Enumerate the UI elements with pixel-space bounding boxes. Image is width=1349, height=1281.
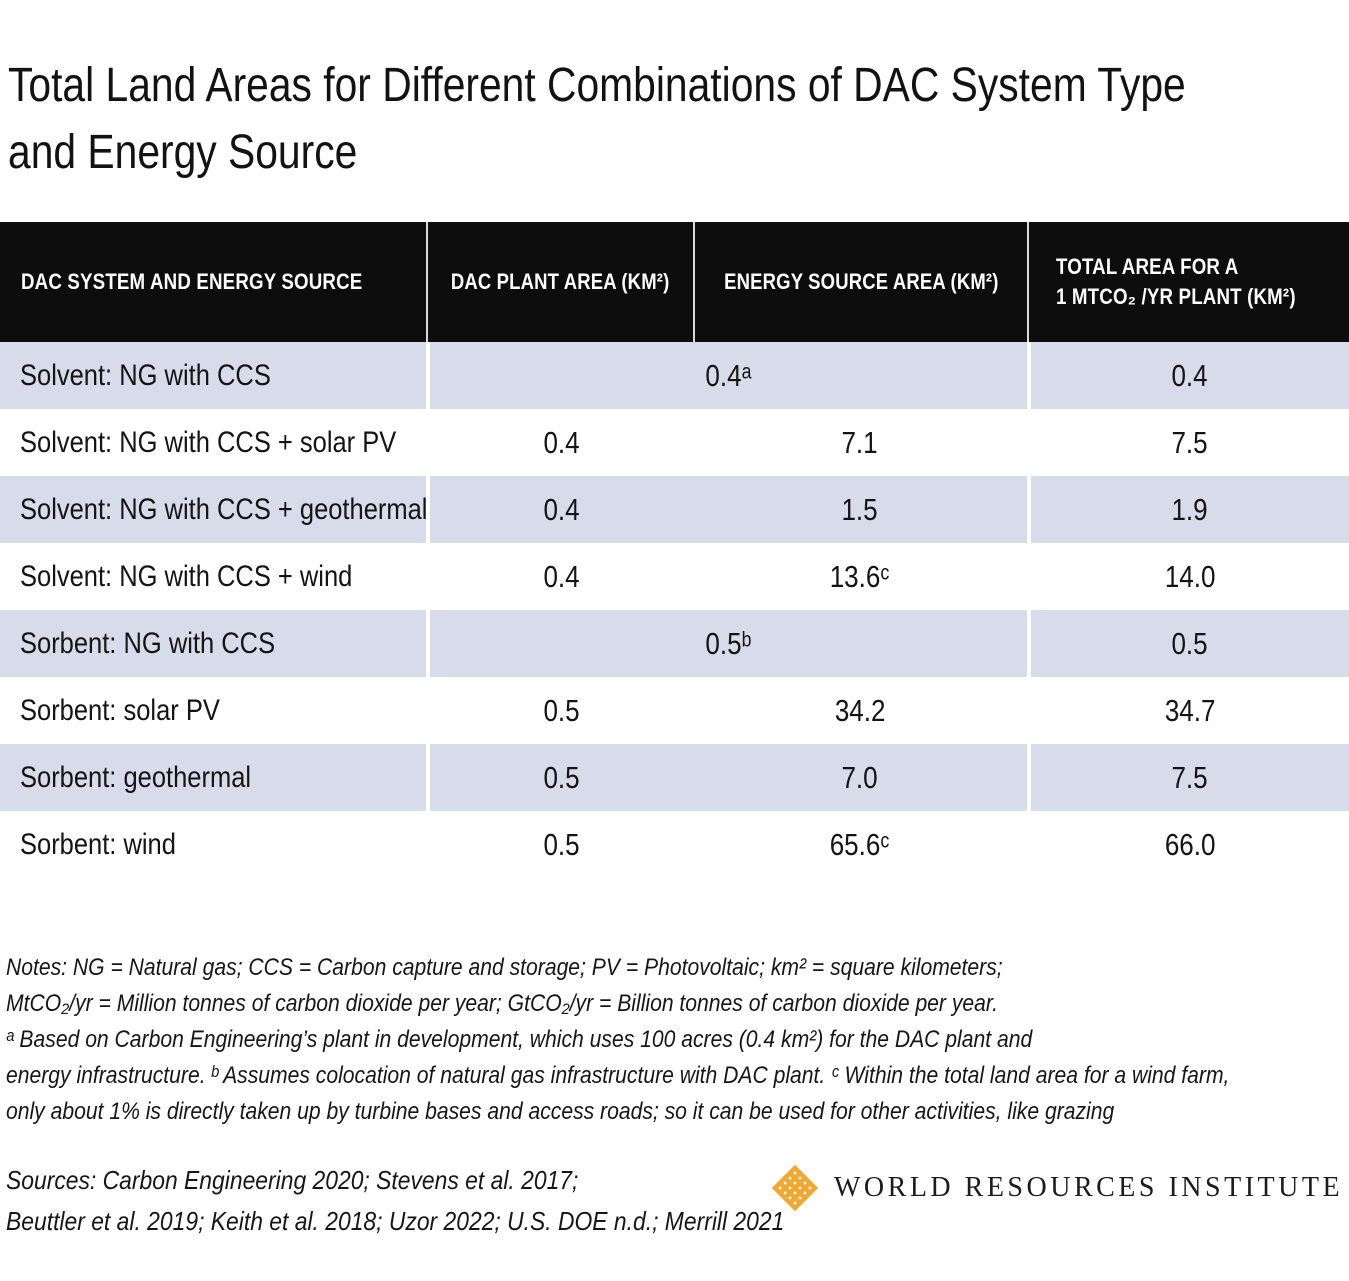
notes-line: Notes: NG = Natural gas; CCS = Carbon ca… xyxy=(6,954,1003,981)
wri-weave-icon xyxy=(771,1164,819,1212)
total-area-cell: 34.7 xyxy=(1027,677,1349,744)
energy-source-area-cell: 7.1 xyxy=(841,424,879,460)
dac-plant-area-cell: 0.4 xyxy=(426,409,693,476)
sources-line: Beuttler et al. 2019; Keith et al. 2018;… xyxy=(6,1206,785,1236)
table-row-solvent-ng-ccs-geothermal: Solvent: NG with CCS + geothermal 0.4 1.… xyxy=(0,476,1349,543)
total-area-cell: 66.0 xyxy=(1027,811,1349,878)
notes-block: Notes: NG = Natural gas; CCS = Carbon ca… xyxy=(6,950,1349,1130)
notes-line: MtCO₂/yr = Million tonnes of carbon diox… xyxy=(6,990,999,1017)
notes-line: energy infrastructure. ᵇ Assumes colocat… xyxy=(6,1062,1230,1089)
dac-plant-area-cell: 0.5 xyxy=(426,677,693,744)
energy-source-area-cell: 1.5 xyxy=(841,491,879,527)
table-header-row: DAC SYSTEM AND ENERGY SOURCE DAC PLANT A… xyxy=(0,222,1349,342)
merged-plant-energy-area-cell: 0.4ᵃ xyxy=(426,342,1027,409)
wri-logo: WORLD RESOURCES INSTITUTE xyxy=(770,1163,1343,1213)
row-label: Solvent: NG with CCS + geothermal xyxy=(20,492,428,526)
table-row-solvent-ng-ccs-wind: Solvent: NG with CCS + wind 0.4 13.6ᶜ 14… xyxy=(0,543,1349,610)
wri-logo-text: WORLD RESOURCES INSTITUTE xyxy=(834,1172,1344,1203)
energy-source-area-cell: 13.6ᶜ xyxy=(830,558,890,594)
column-header-total-area-line1: TOTAL AREA FOR A xyxy=(1056,254,1239,279)
column-header-total-area: TOTAL AREA FOR A 1 MTCO₂ /YR PLANT (KM²) xyxy=(1027,222,1349,342)
merged-plant-energy-area-cell: 0.5ᵇ xyxy=(426,610,1027,677)
total-area-cell: 14.0 xyxy=(1027,543,1349,610)
table-row-solvent-ng-ccs-solar-pv: Solvent: NG with CCS + solar PV 0.4 7.1 … xyxy=(0,409,1349,476)
dac-land-area-table: DAC SYSTEM AND ENERGY SOURCE DAC PLANT A… xyxy=(0,222,1349,878)
sources-block: Sources: Carbon Engineering 2020; Steven… xyxy=(6,1160,890,1242)
column-header-dac-system-and-energy-source: DAC SYSTEM AND ENERGY SOURCE xyxy=(21,269,363,294)
table-row-sorbent-solar-pv: Sorbent: solar PV 0.5 34.2 34.7 xyxy=(0,677,1349,744)
energy-source-area-cell: 34.2 xyxy=(834,692,886,728)
total-area-cell: 0.4 xyxy=(1027,342,1349,409)
table-row-sorbent-wind: Sorbent: wind 0.5 65.6ᶜ 66.0 xyxy=(0,811,1349,878)
row-label: Sorbent: NG with CCS xyxy=(20,626,276,660)
column-header-total-area-line2: 1 MTCO₂ /YR PLANT (KM²) xyxy=(1056,284,1296,309)
table-row-sorbent-geothermal: Sorbent: geothermal 0.5 7.0 7.5 xyxy=(0,744,1349,811)
column-header-energy-source-area: ENERGY SOURCE AREA (KM²) xyxy=(693,222,1027,342)
total-area-cell: 0.5 xyxy=(1027,610,1349,677)
row-label: Solvent: NG with CCS + solar PV xyxy=(20,425,397,459)
row-label: Sorbent: solar PV xyxy=(20,693,220,727)
notes-line: only about 1% is directly taken up by tu… xyxy=(6,1098,1115,1125)
table-row-sorbent-ng-ccs: Sorbent: NG with CCS 0.5ᵇ 0.5 xyxy=(0,610,1349,677)
table-row-solvent-ng-ccs: Solvent: NG with CCS 0.4ᵃ 0.4 xyxy=(0,342,1349,409)
total-area-cell: 7.5 xyxy=(1027,744,1349,811)
dac-plant-area-cell: 0.4 xyxy=(426,543,693,610)
dac-plant-area-cell: 0.5 xyxy=(426,811,693,878)
page-title-line1: Total Land Areas for Different Combinati… xyxy=(8,59,1186,112)
row-label: Sorbent: geothermal xyxy=(20,760,252,794)
total-area-cell: 1.9 xyxy=(1027,476,1349,543)
row-label: Solvent: NG with CCS xyxy=(20,358,271,392)
column-header-dac-plant-area: DAC PLANT AREA (KM²) xyxy=(426,222,693,342)
energy-source-area-cell: 65.6ᶜ xyxy=(830,826,890,862)
notes-line: ᵃ Based on Carbon Engineering’s plant in… xyxy=(6,1026,1033,1053)
row-label: Solvent: NG with CCS + wind xyxy=(20,559,353,593)
page-title: Total Land Areas for Different Combinati… xyxy=(8,52,1349,186)
dac-plant-area-cell: 0.5 xyxy=(426,744,693,811)
dac-plant-area-cell: 0.4 xyxy=(426,476,693,543)
energy-source-area-cell: 7.0 xyxy=(841,759,879,795)
page-title-line2: and Energy Source xyxy=(8,126,358,179)
row-label: Sorbent: wind xyxy=(20,827,176,861)
total-area-cell: 7.5 xyxy=(1027,409,1349,476)
sources-line: Sources: Carbon Engineering 2020; Steven… xyxy=(6,1165,579,1195)
